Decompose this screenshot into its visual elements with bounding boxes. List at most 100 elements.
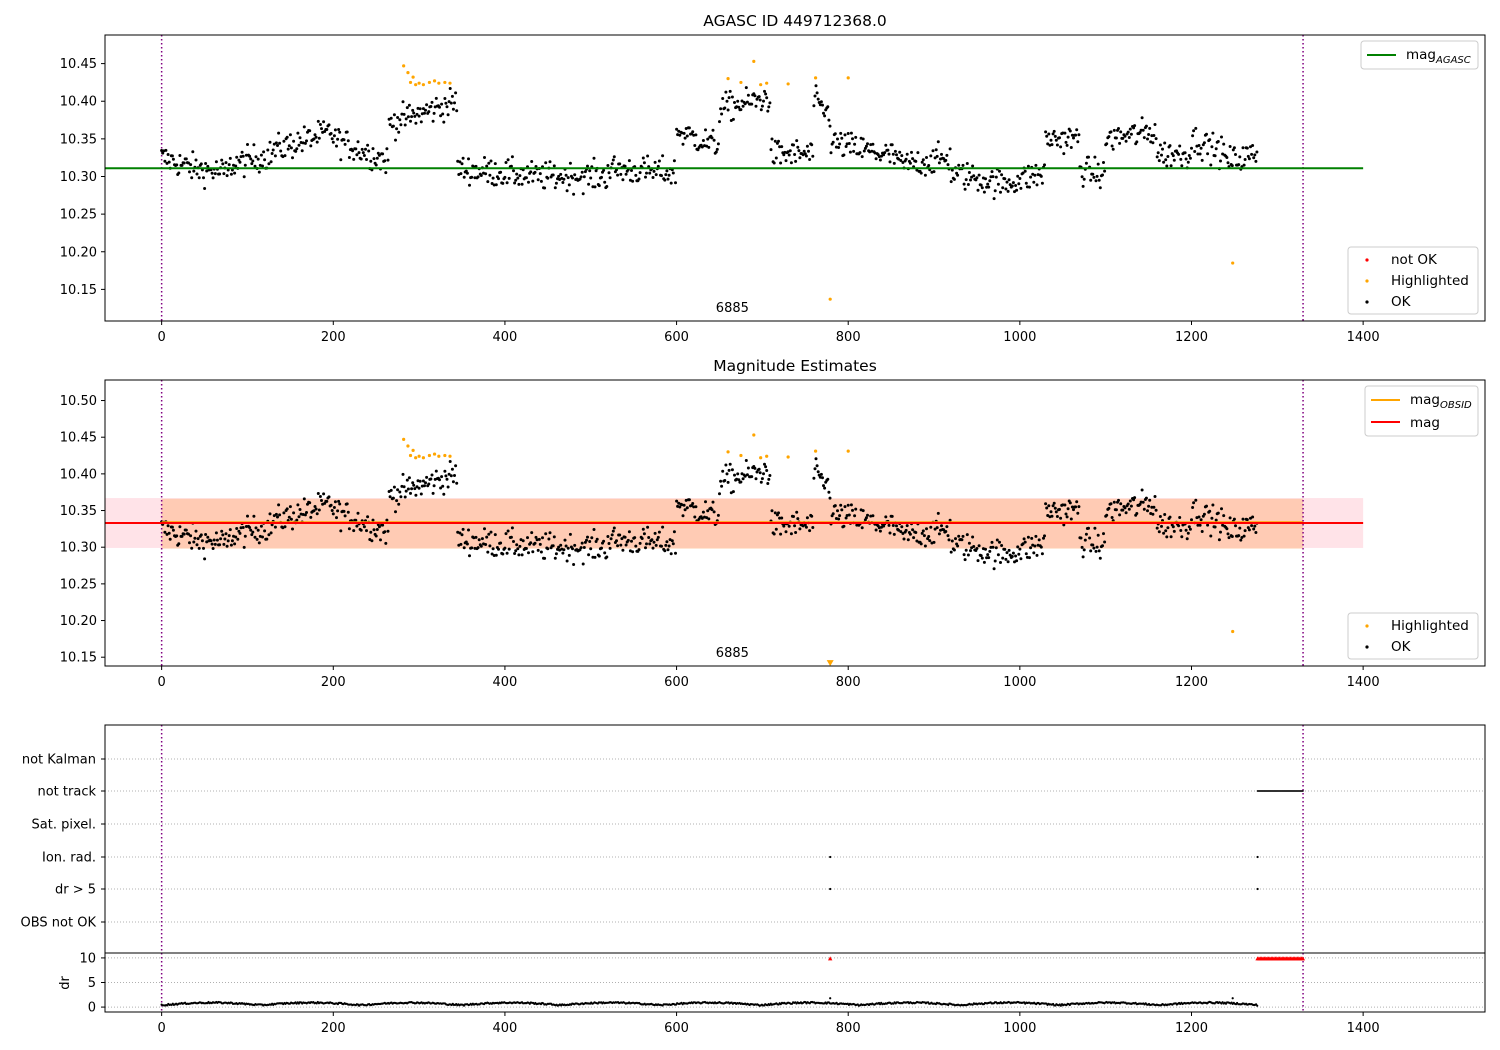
ok-point xyxy=(271,148,275,152)
ok-point xyxy=(657,530,661,534)
ok-point xyxy=(313,505,317,508)
ok-point xyxy=(467,528,470,532)
ok-point xyxy=(899,159,903,162)
ok-point xyxy=(1148,126,1152,130)
ok-point xyxy=(434,469,438,473)
ok-point xyxy=(1028,185,1031,189)
ok-point xyxy=(369,159,373,163)
ok-point xyxy=(539,179,543,183)
ok-point xyxy=(1144,124,1148,128)
ok-point xyxy=(389,488,393,492)
ok-point xyxy=(1179,529,1183,532)
not-track-flag xyxy=(1301,790,1304,792)
ok-point xyxy=(375,528,379,531)
ok-point xyxy=(503,175,507,179)
ok-point xyxy=(320,499,323,502)
ok-point xyxy=(494,553,498,557)
ok-point xyxy=(1191,134,1195,138)
ok-point xyxy=(883,151,887,155)
ok-point xyxy=(765,96,769,100)
ok-point xyxy=(524,547,528,550)
ok-point xyxy=(479,174,483,177)
ok-point xyxy=(1152,505,1156,509)
ok-point xyxy=(1133,124,1137,128)
ok-point xyxy=(1017,182,1021,186)
ok-point xyxy=(780,145,784,149)
ok-point xyxy=(197,546,201,550)
ok-point xyxy=(842,524,846,528)
highlighted-point xyxy=(846,76,850,80)
ok-point xyxy=(414,121,418,125)
ok-point xyxy=(1026,164,1030,168)
ok-point xyxy=(1172,158,1176,162)
ok-point xyxy=(486,550,490,554)
ok-point xyxy=(728,89,732,93)
ok-point xyxy=(489,530,493,534)
ok-point xyxy=(600,546,603,550)
ok-point xyxy=(640,537,644,540)
ok-point xyxy=(665,169,669,173)
ok-point xyxy=(871,514,875,518)
ok-point xyxy=(195,543,199,547)
ok-point xyxy=(352,529,356,533)
ok-point xyxy=(429,477,433,481)
panel1-highlighted-points xyxy=(402,59,1235,301)
ok-point xyxy=(445,477,449,481)
ok-point xyxy=(199,162,203,166)
ok-point xyxy=(210,171,214,175)
ok-point xyxy=(520,553,524,557)
ok-point xyxy=(480,537,484,541)
ok-point xyxy=(566,176,570,180)
panel1-ok-points xyxy=(160,84,1259,201)
ok-point xyxy=(228,528,232,532)
ok-point xyxy=(646,154,650,158)
ok-point xyxy=(379,538,382,542)
ok-point xyxy=(263,529,267,533)
ok-point xyxy=(1064,140,1068,144)
dr-flag xyxy=(829,887,832,891)
ok-point xyxy=(396,488,400,492)
ok-point xyxy=(725,472,729,476)
ok-point xyxy=(815,91,819,95)
ok-point xyxy=(425,103,429,107)
highlighted-point xyxy=(726,77,730,81)
ok-point xyxy=(726,108,730,112)
ok-point xyxy=(1219,530,1222,534)
ok-point xyxy=(386,158,390,162)
ok-point xyxy=(377,153,381,157)
ok-point xyxy=(846,503,850,507)
ok-point xyxy=(559,172,563,176)
panel1-legend-bottom: not OK Highlighted OK xyxy=(1347,246,1479,315)
ok-point xyxy=(946,163,950,167)
ok-point xyxy=(1168,515,1172,519)
ok-point xyxy=(295,147,299,151)
ok-point xyxy=(1065,143,1069,147)
ok-point xyxy=(1183,151,1187,155)
ok-point xyxy=(929,525,933,529)
ok-point xyxy=(1250,524,1254,528)
ok-point xyxy=(189,163,193,167)
ok-point xyxy=(419,120,423,124)
ok-point xyxy=(902,537,906,541)
x-tick-label: 1000 xyxy=(1003,675,1036,690)
ok-point xyxy=(795,139,799,143)
ok-point xyxy=(248,154,252,158)
ok-point xyxy=(1088,536,1092,540)
ok-point xyxy=(1111,147,1115,151)
ok-point xyxy=(1210,516,1214,520)
ok-point xyxy=(580,170,584,174)
ok-point xyxy=(220,158,224,162)
ok-point xyxy=(1230,164,1234,168)
ok-point xyxy=(1239,538,1243,542)
ok-point xyxy=(839,503,843,507)
ok-point xyxy=(297,515,301,519)
ok-point xyxy=(795,510,799,514)
ok-point xyxy=(1241,517,1245,521)
ok-point xyxy=(226,168,230,172)
ok-point xyxy=(1024,181,1028,185)
ok-point xyxy=(603,551,607,555)
ok-point xyxy=(956,173,960,177)
ok-point xyxy=(593,555,597,559)
y-tick-label: 10.25 xyxy=(60,577,97,592)
ok-point xyxy=(805,516,809,520)
